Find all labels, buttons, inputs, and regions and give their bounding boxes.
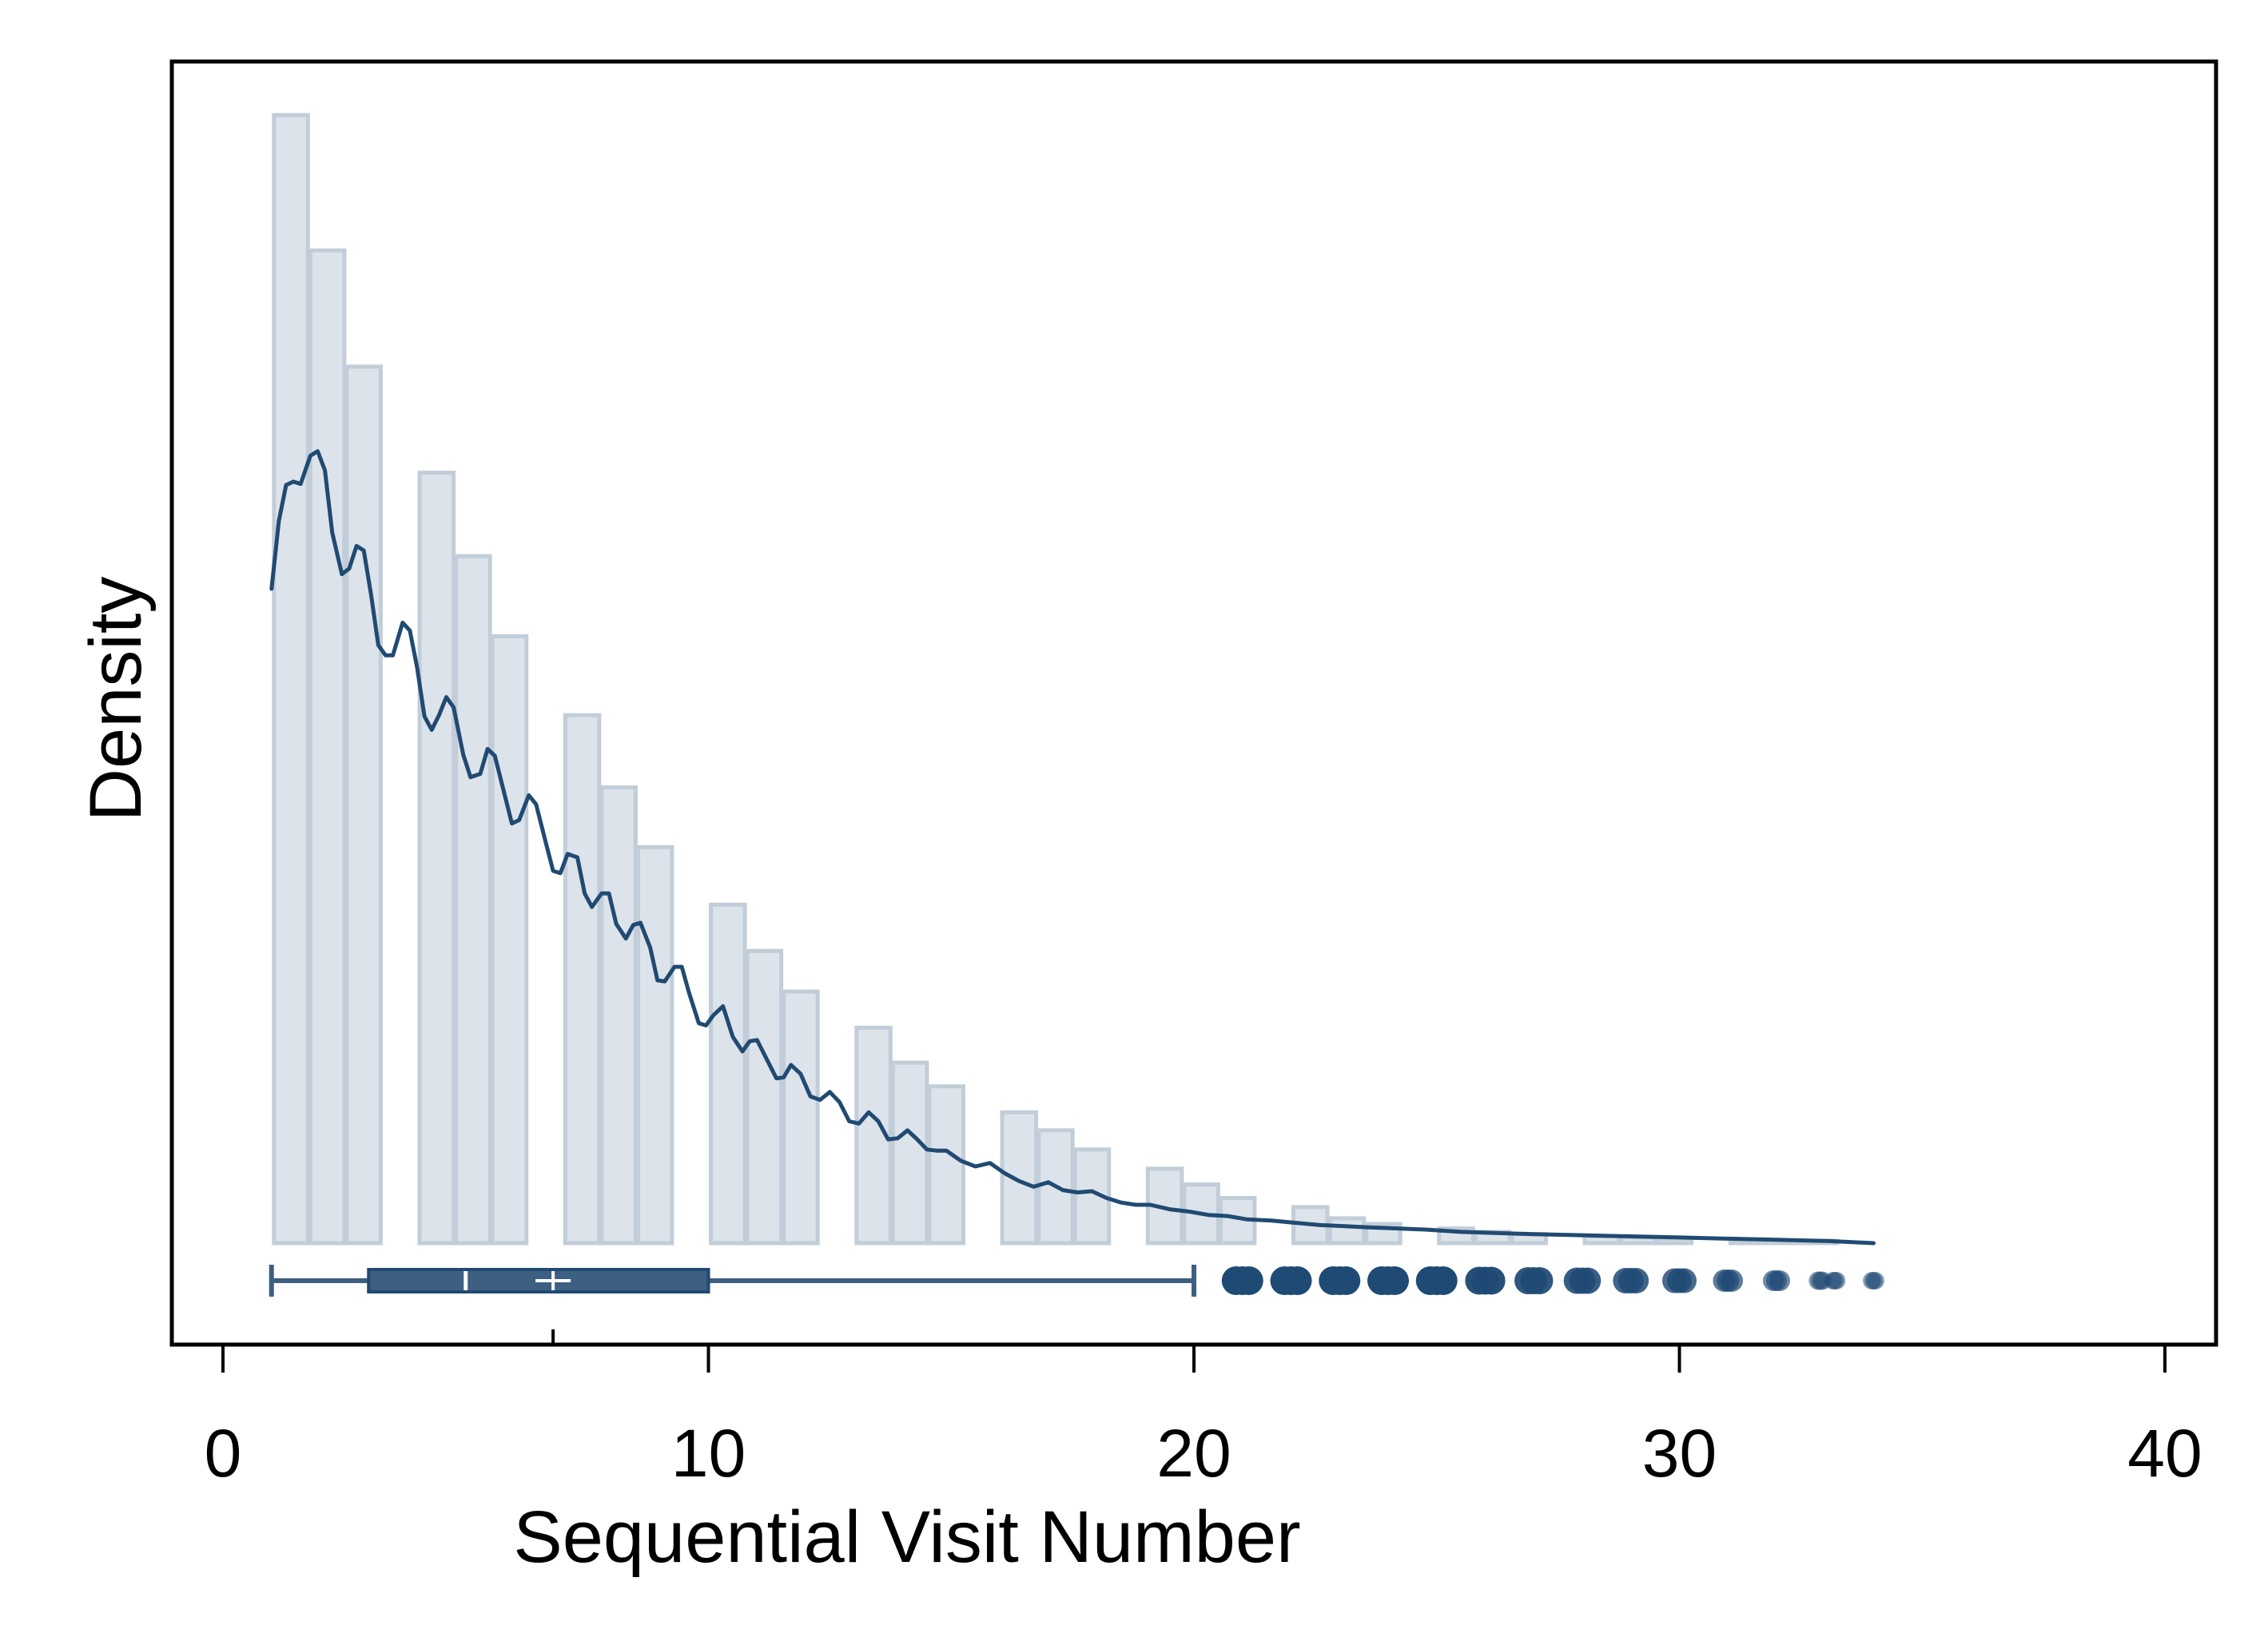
outlier-point-4-2 — [1428, 1266, 1458, 1295]
outlier-point-11-2 — [1769, 1270, 1790, 1291]
boxplot — [269, 1265, 1196, 1345]
outlier-point-2-2 — [1331, 1266, 1361, 1295]
histogram-bar-2 — [344, 364, 383, 1246]
outlier-point-8-2 — [1623, 1268, 1649, 1293]
density-curve-layer — [269, 449, 1876, 1246]
outlier-point-6-2 — [1526, 1267, 1554, 1294]
x-tick-label-10: 10 — [671, 1416, 746, 1491]
histogram-bar-15 — [1000, 1110, 1039, 1246]
histogram-bar-9 — [709, 902, 747, 1246]
outlier-point-10-2 — [1721, 1270, 1744, 1292]
outlier-point-7-2 — [1574, 1267, 1602, 1294]
outlier-point-14-2 — [1866, 1272, 1884, 1289]
outlier-point-3-2 — [1380, 1266, 1409, 1295]
histogram-bar-0 — [272, 113, 310, 1246]
outlier-point-0-2 — [1234, 1266, 1263, 1295]
histogram-bars — [272, 113, 1840, 1246]
histogram-bar-5 — [490, 634, 529, 1246]
x-axis-title: Sequential Visit Number — [513, 1496, 1300, 1578]
histogram-bar-14 — [927, 1084, 965, 1246]
outlier-point-13-2 — [1828, 1272, 1846, 1289]
x-tick-label-40: 40 — [2127, 1416, 2202, 1491]
x-axis-ticks: 0 10 20 30 40 — [205, 1345, 2202, 1491]
histogram-bar-7 — [599, 785, 638, 1246]
histogram-bar-22 — [1327, 1216, 1367, 1246]
histogram-bar-1 — [308, 248, 347, 1246]
histogram-bar-3 — [417, 471, 456, 1246]
y-axis-title: Density — [75, 577, 157, 822]
histogram-bar-6 — [563, 713, 602, 1246]
x-tick-label-30: 30 — [1642, 1416, 1717, 1491]
x-tick-label-20: 20 — [1156, 1416, 1231, 1491]
histogram-bar-13 — [890, 1060, 929, 1246]
x-tick-label-0: 0 — [205, 1416, 242, 1491]
outlier-point-1-2 — [1283, 1266, 1312, 1295]
outlier-point-5-2 — [1477, 1266, 1506, 1295]
boxplot-outliers — [1221, 1266, 1884, 1295]
histogram-bar-4 — [454, 554, 492, 1246]
histogram-bar-10 — [745, 948, 784, 1246]
density-curve — [269, 449, 1876, 1246]
outlier-point-9-2 — [1672, 1268, 1697, 1293]
histogram-bar-11 — [782, 989, 820, 1246]
histogram-bar-8 — [635, 844, 674, 1246]
